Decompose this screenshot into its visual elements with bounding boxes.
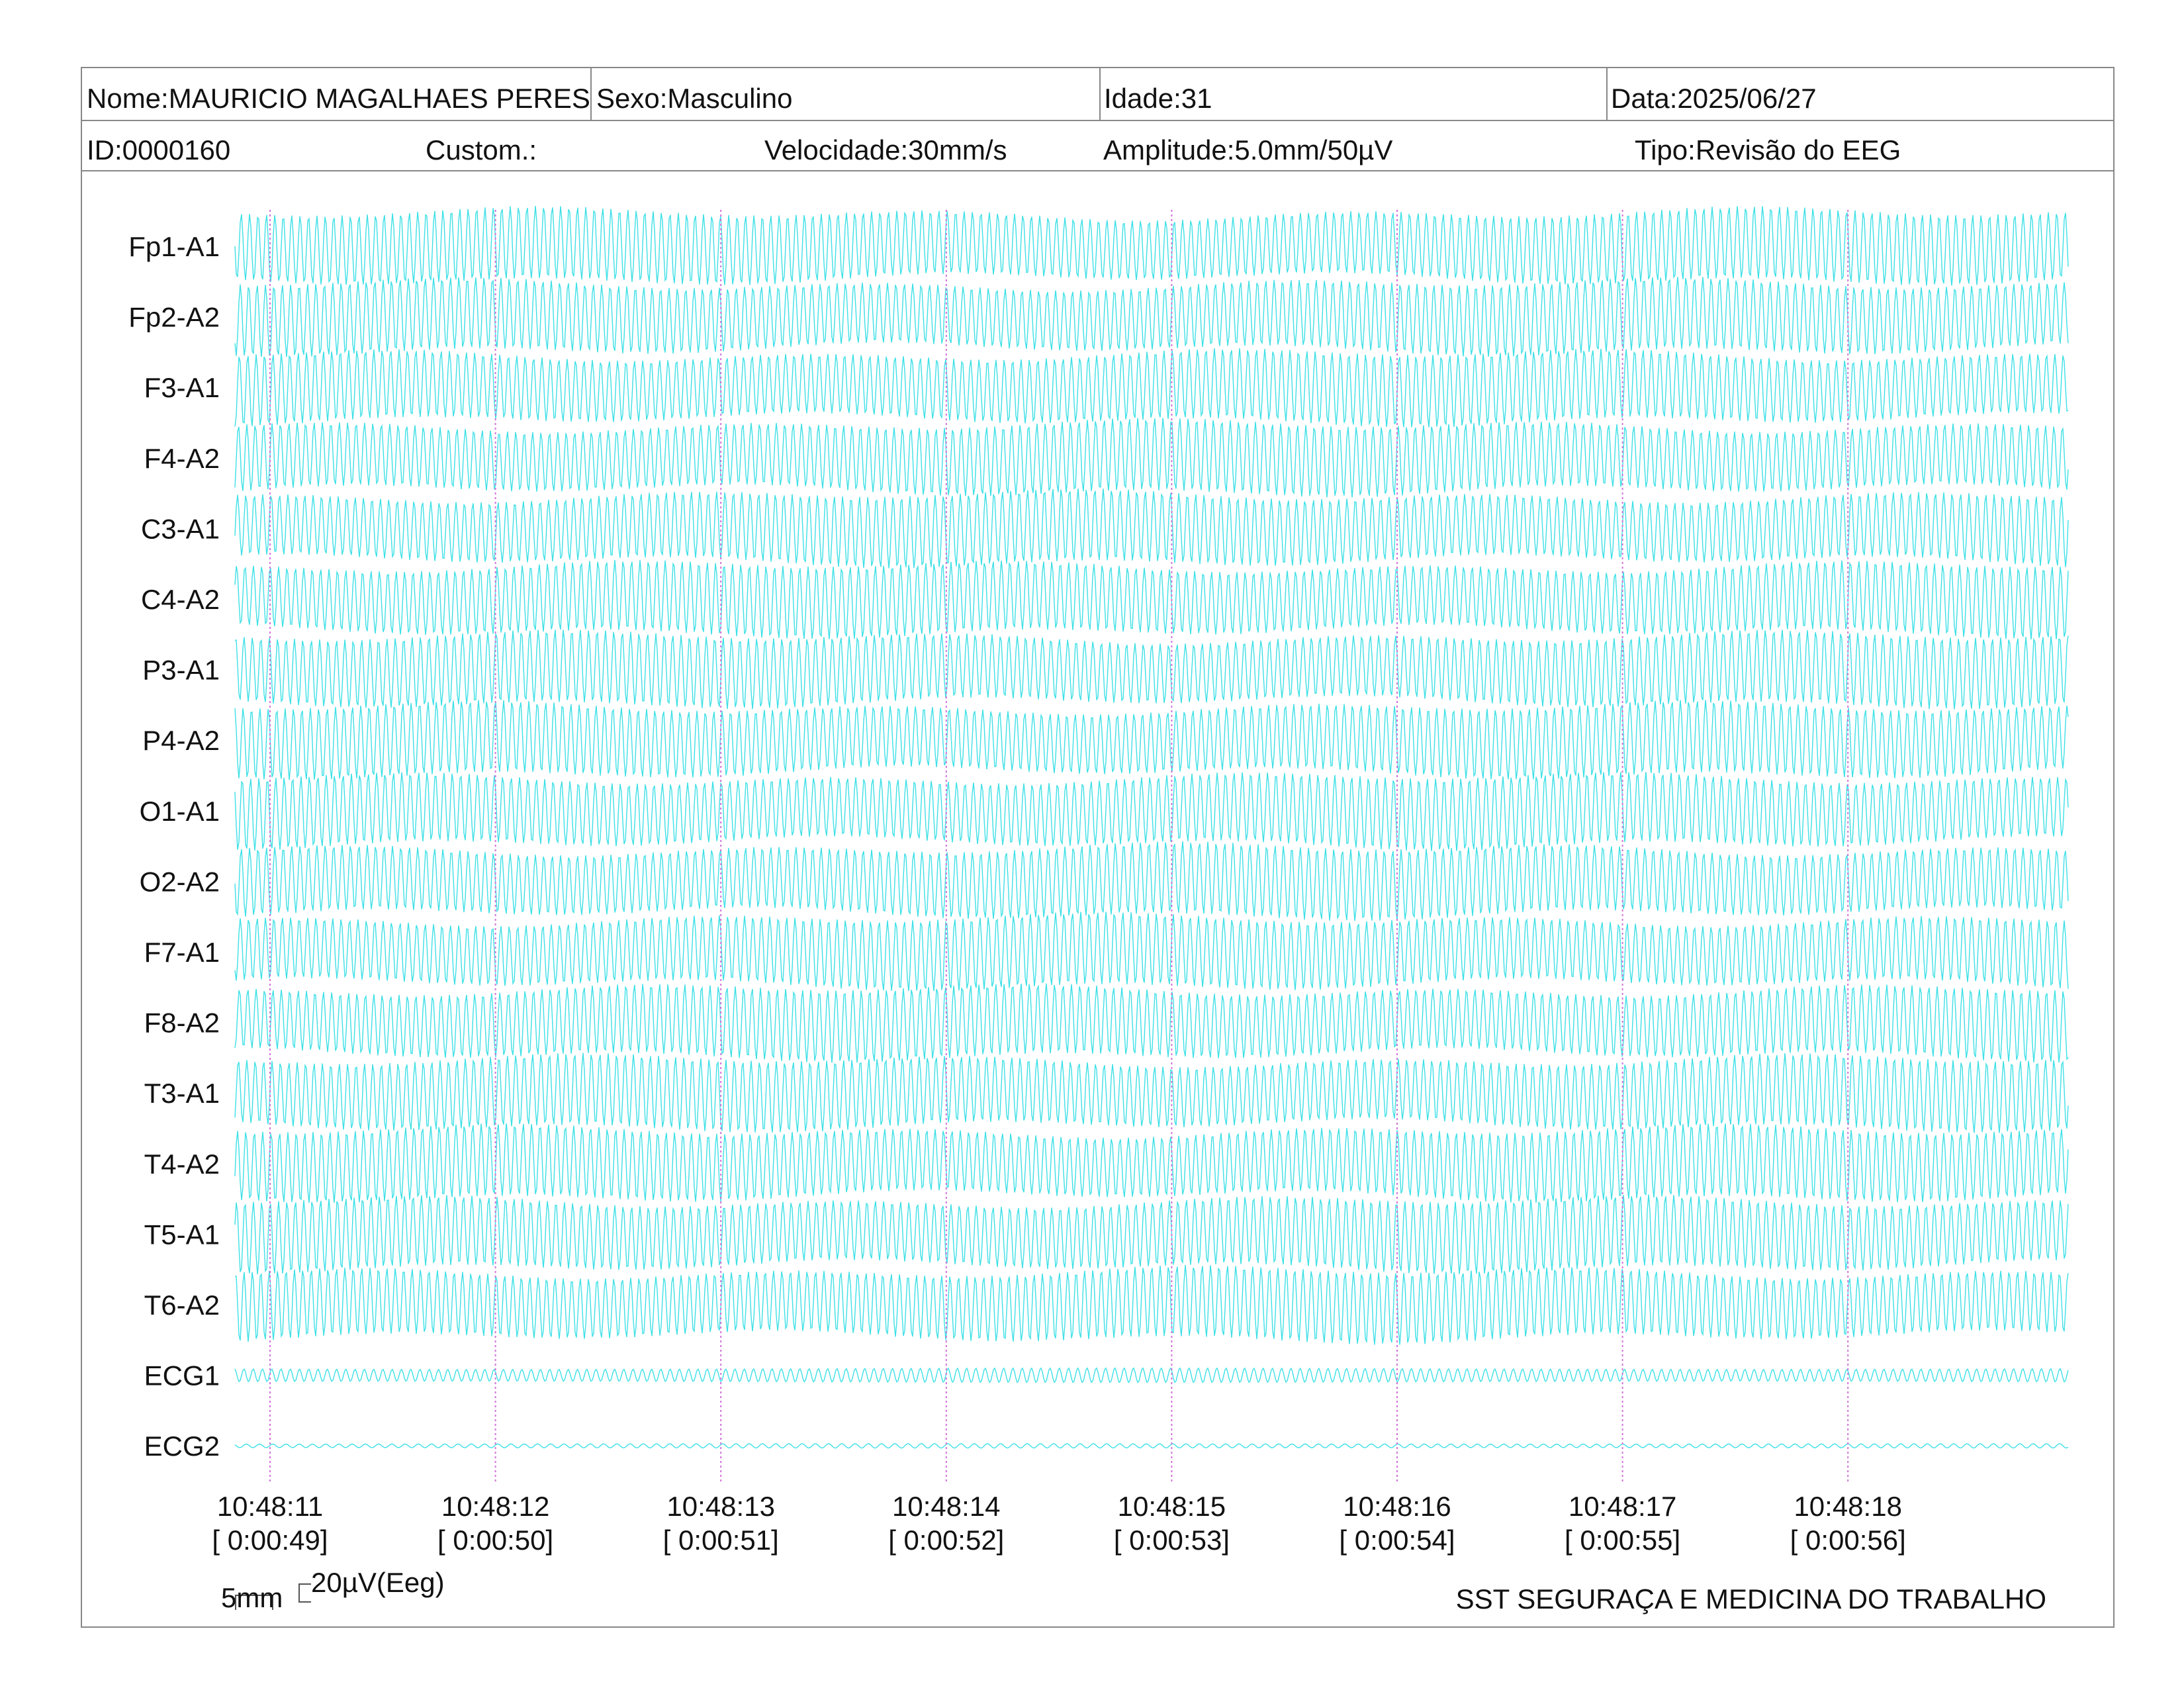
time-scale-bar bbox=[235, 1595, 273, 1610]
eeg-trace bbox=[234, 1194, 2069, 1275]
eeg-trace bbox=[234, 559, 2069, 639]
amp-scale-bar bbox=[298, 1583, 311, 1603]
elapsed-label: [ 0:00:55] bbox=[1565, 1524, 1680, 1556]
channel-label: Fp1-A1 bbox=[128, 231, 220, 262]
channel-label: O2-A2 bbox=[140, 866, 220, 897]
time-label: 10:48:16 bbox=[1343, 1491, 1451, 1522]
channel-label: F7-A1 bbox=[144, 937, 220, 968]
elapsed-label: [ 0:00:51] bbox=[663, 1524, 779, 1556]
exam-date: Data:2025/06/27 bbox=[1611, 83, 1817, 114]
elapsed-label: [ 0:00:54] bbox=[1339, 1524, 1455, 1556]
channel-label: C3-A1 bbox=[141, 513, 220, 544]
eeg-trace bbox=[234, 912, 2069, 992]
custom: Custom.: bbox=[426, 134, 537, 165]
time-label: 10:48:17 bbox=[1569, 1491, 1677, 1522]
eeg-trace bbox=[234, 418, 2069, 498]
elapsed-label: [ 0:00:49] bbox=[212, 1524, 328, 1556]
eeg-trace bbox=[234, 348, 2069, 428]
time-label: 10:48:14 bbox=[892, 1491, 1001, 1522]
traces bbox=[234, 205, 2069, 1449]
channel-label: T6-A2 bbox=[144, 1289, 220, 1321]
patient-name: Nome:MAURICIO MAGALHAES PERES bbox=[87, 83, 590, 114]
channel-label: Fp2-A2 bbox=[128, 302, 220, 333]
eeg-trace bbox=[234, 205, 2069, 286]
time-scale: 5mm bbox=[221, 1582, 283, 1613]
exam-type: Tipo:Revisão do EEG bbox=[1635, 134, 1901, 165]
time-label: 10:48:15 bbox=[1118, 1491, 1226, 1522]
eeg-trace bbox=[234, 1053, 2069, 1133]
channel-label: O1-A1 bbox=[140, 796, 220, 827]
patient-id: ID:0000160 bbox=[87, 134, 230, 165]
channel-label: P4-A2 bbox=[142, 725, 220, 756]
footer: SST SEGURAÇA E MEDICINA DO TRABALHO bbox=[1456, 1583, 2046, 1615]
elapsed-label: [ 0:00:50] bbox=[437, 1524, 553, 1556]
time-label: 10:48:11 bbox=[217, 1491, 323, 1522]
eeg-trace bbox=[234, 1367, 2069, 1383]
eeg-trace bbox=[234, 983, 2069, 1063]
channel-label: P3-A1 bbox=[142, 655, 220, 686]
channel-label: T5-A1 bbox=[144, 1219, 220, 1250]
eeg-trace bbox=[234, 841, 2069, 921]
eeg-trace bbox=[234, 1123, 2069, 1203]
channel-label: ECG2 bbox=[144, 1430, 220, 1462]
patient-age: Idade:31 bbox=[1104, 83, 1212, 114]
channel-label: ECG1 bbox=[144, 1360, 220, 1391]
amplitude: Amplitude:5.0mm/50µV bbox=[1103, 134, 1392, 165]
eeg-trace bbox=[234, 488, 2069, 569]
speed: Velocidade:30mm/s bbox=[764, 134, 1007, 165]
amp-scale: 20µV(Eeg) bbox=[311, 1567, 445, 1598]
patient-sex: Sexo:Masculino bbox=[596, 83, 792, 114]
elapsed-label: [ 0:00:56] bbox=[1790, 1524, 1906, 1556]
time-label: 10:48:13 bbox=[666, 1491, 775, 1522]
eeg-trace bbox=[234, 1443, 2069, 1449]
elapsed-label: [ 0:00:52] bbox=[888, 1524, 1004, 1556]
eeg-trace bbox=[234, 277, 2069, 357]
channel-label: C4-A2 bbox=[141, 584, 220, 615]
channel-label: T3-A1 bbox=[144, 1078, 220, 1109]
elapsed-label: [ 0:00:53] bbox=[1114, 1524, 1230, 1556]
time-label: 10:48:18 bbox=[1794, 1491, 1902, 1522]
eeg-trace bbox=[234, 630, 2069, 710]
page-border bbox=[81, 67, 2115, 1628]
channel-label: F8-A2 bbox=[144, 1008, 220, 1039]
time-label: 10:48:12 bbox=[441, 1491, 550, 1522]
channel-label: F4-A2 bbox=[144, 443, 220, 474]
eeg-trace bbox=[234, 772, 2069, 851]
eeg-trace bbox=[234, 700, 2069, 780]
channel-label: F3-A1 bbox=[144, 372, 220, 403]
eeg-trace bbox=[234, 1264, 2069, 1345]
channel-label: T4-A2 bbox=[144, 1149, 220, 1180]
